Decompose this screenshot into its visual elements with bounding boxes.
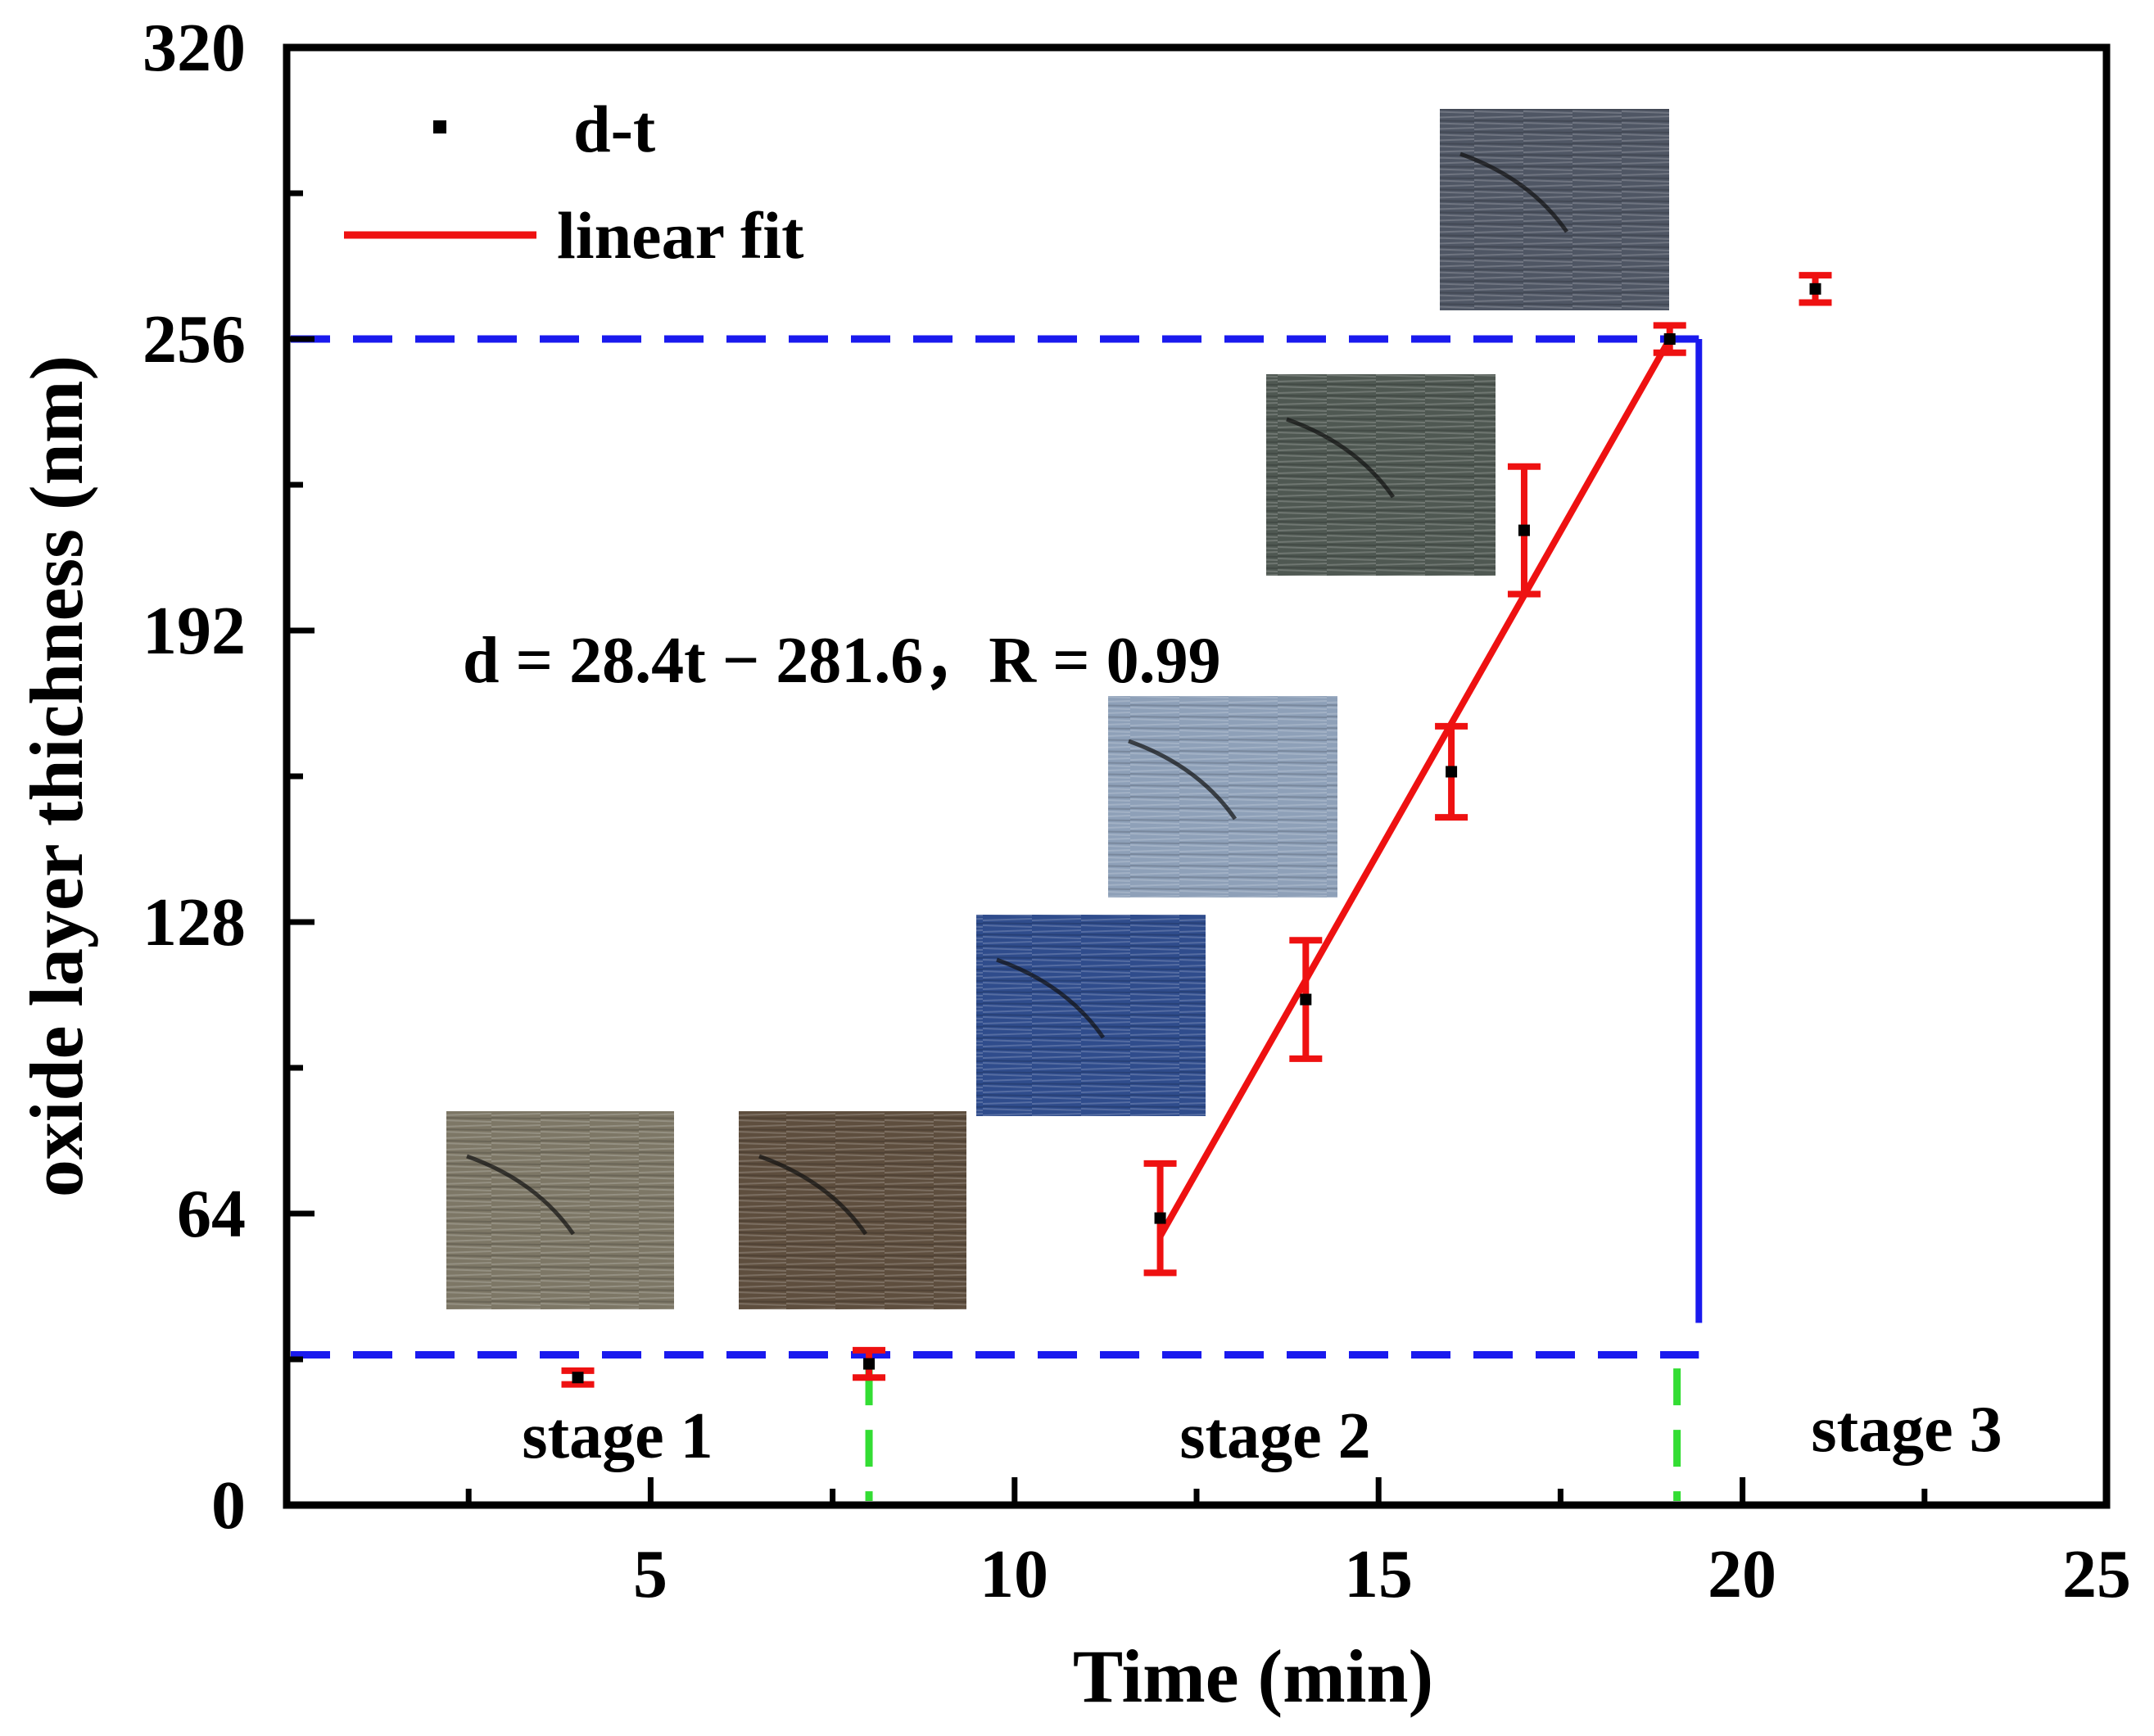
sample-photo-19min	[1440, 109, 1669, 310]
x-tick-label: 10	[980, 1536, 1048, 1612]
data-point-group	[1653, 322, 1686, 356]
x-tick-label: 25	[2062, 1536, 2131, 1612]
sample-photo-texture	[739, 1111, 966, 1309]
data-point-marker	[863, 1358, 876, 1370]
y-tick-label: 320	[143, 10, 246, 86]
data-point-marker	[1518, 524, 1530, 536]
x-tick-label: 20	[1708, 1536, 1776, 1612]
y-tick-label: 0	[211, 1467, 246, 1544]
sample-scratch-mark	[466, 1154, 576, 1236]
sample-scratch-mark	[1128, 739, 1238, 821]
x-tick-label: 15	[1344, 1536, 1413, 1612]
data-point-group	[1507, 463, 1541, 598]
inset-photos	[446, 109, 1669, 1309]
y-tick-label: 192	[143, 593, 246, 669]
stage-label: stage 1	[522, 1400, 713, 1472]
sample-photo-17min	[1266, 374, 1496, 576]
data-point-group	[1435, 722, 1468, 821]
sample-photo-texture	[976, 915, 1206, 1116]
stage-label: stage 3	[1811, 1394, 2002, 1466]
data-point-group	[1289, 937, 1323, 1062]
data-point-marker	[1154, 1212, 1166, 1224]
legend-label-linear-fit: linear fit	[557, 198, 803, 273]
stage-label: stage 2	[1179, 1400, 1370, 1472]
legend-label-dt: d-t	[573, 92, 655, 166]
legend-marker-icon	[433, 120, 446, 133]
data-point-group	[853, 1346, 886, 1381]
y-tick-label: 128	[143, 884, 246, 961]
fit-equation: d = 28.4t − 281.6，R = 0.99	[463, 625, 1221, 697]
sample-photo-4min	[446, 1111, 674, 1309]
sample-photo-8min	[739, 1111, 966, 1309]
sample-photo-texture	[1440, 109, 1669, 310]
data-point-group	[1799, 272, 1832, 306]
linear-fit-line	[1157, 337, 1673, 1238]
sample-scratch-mark	[996, 957, 1106, 1039]
legend: d-t linear fit	[344, 92, 803, 273]
data-point-group	[561, 1367, 595, 1388]
data-point-marker	[1300, 993, 1312, 1006]
data-series	[561, 272, 1832, 1388]
sample-photo-14min	[1108, 696, 1337, 897]
sample-scratch-mark	[758, 1154, 868, 1236]
data-point-marker	[1446, 766, 1458, 778]
y-tick-label: 256	[143, 301, 246, 377]
data-point-marker	[1809, 283, 1821, 295]
sample-photo-texture	[1108, 696, 1337, 897]
data-point-marker	[572, 1372, 584, 1384]
data-point-marker	[1663, 333, 1676, 345]
sample-photo-12min	[976, 915, 1206, 1116]
x-axis-title: Time (min)	[1073, 1634, 1433, 1718]
x-tick-label: 5	[633, 1536, 667, 1612]
reference-lines	[291, 335, 1703, 1501]
sample-photo-texture	[1266, 374, 1496, 576]
linear-fit-series	[1157, 337, 1673, 1238]
y-tick-label: 64	[177, 1176, 246, 1252]
data-point-group	[1143, 1160, 1177, 1277]
sample-photo-texture	[446, 1111, 674, 1309]
sample-scratch-mark	[1459, 151, 1569, 233]
y-axis-title: oxide layer thichness (nm)	[15, 355, 98, 1197]
y-ticks	[287, 190, 315, 1363]
sample-scratch-mark	[1286, 417, 1396, 499]
x-ticks	[465, 1477, 1928, 1505]
